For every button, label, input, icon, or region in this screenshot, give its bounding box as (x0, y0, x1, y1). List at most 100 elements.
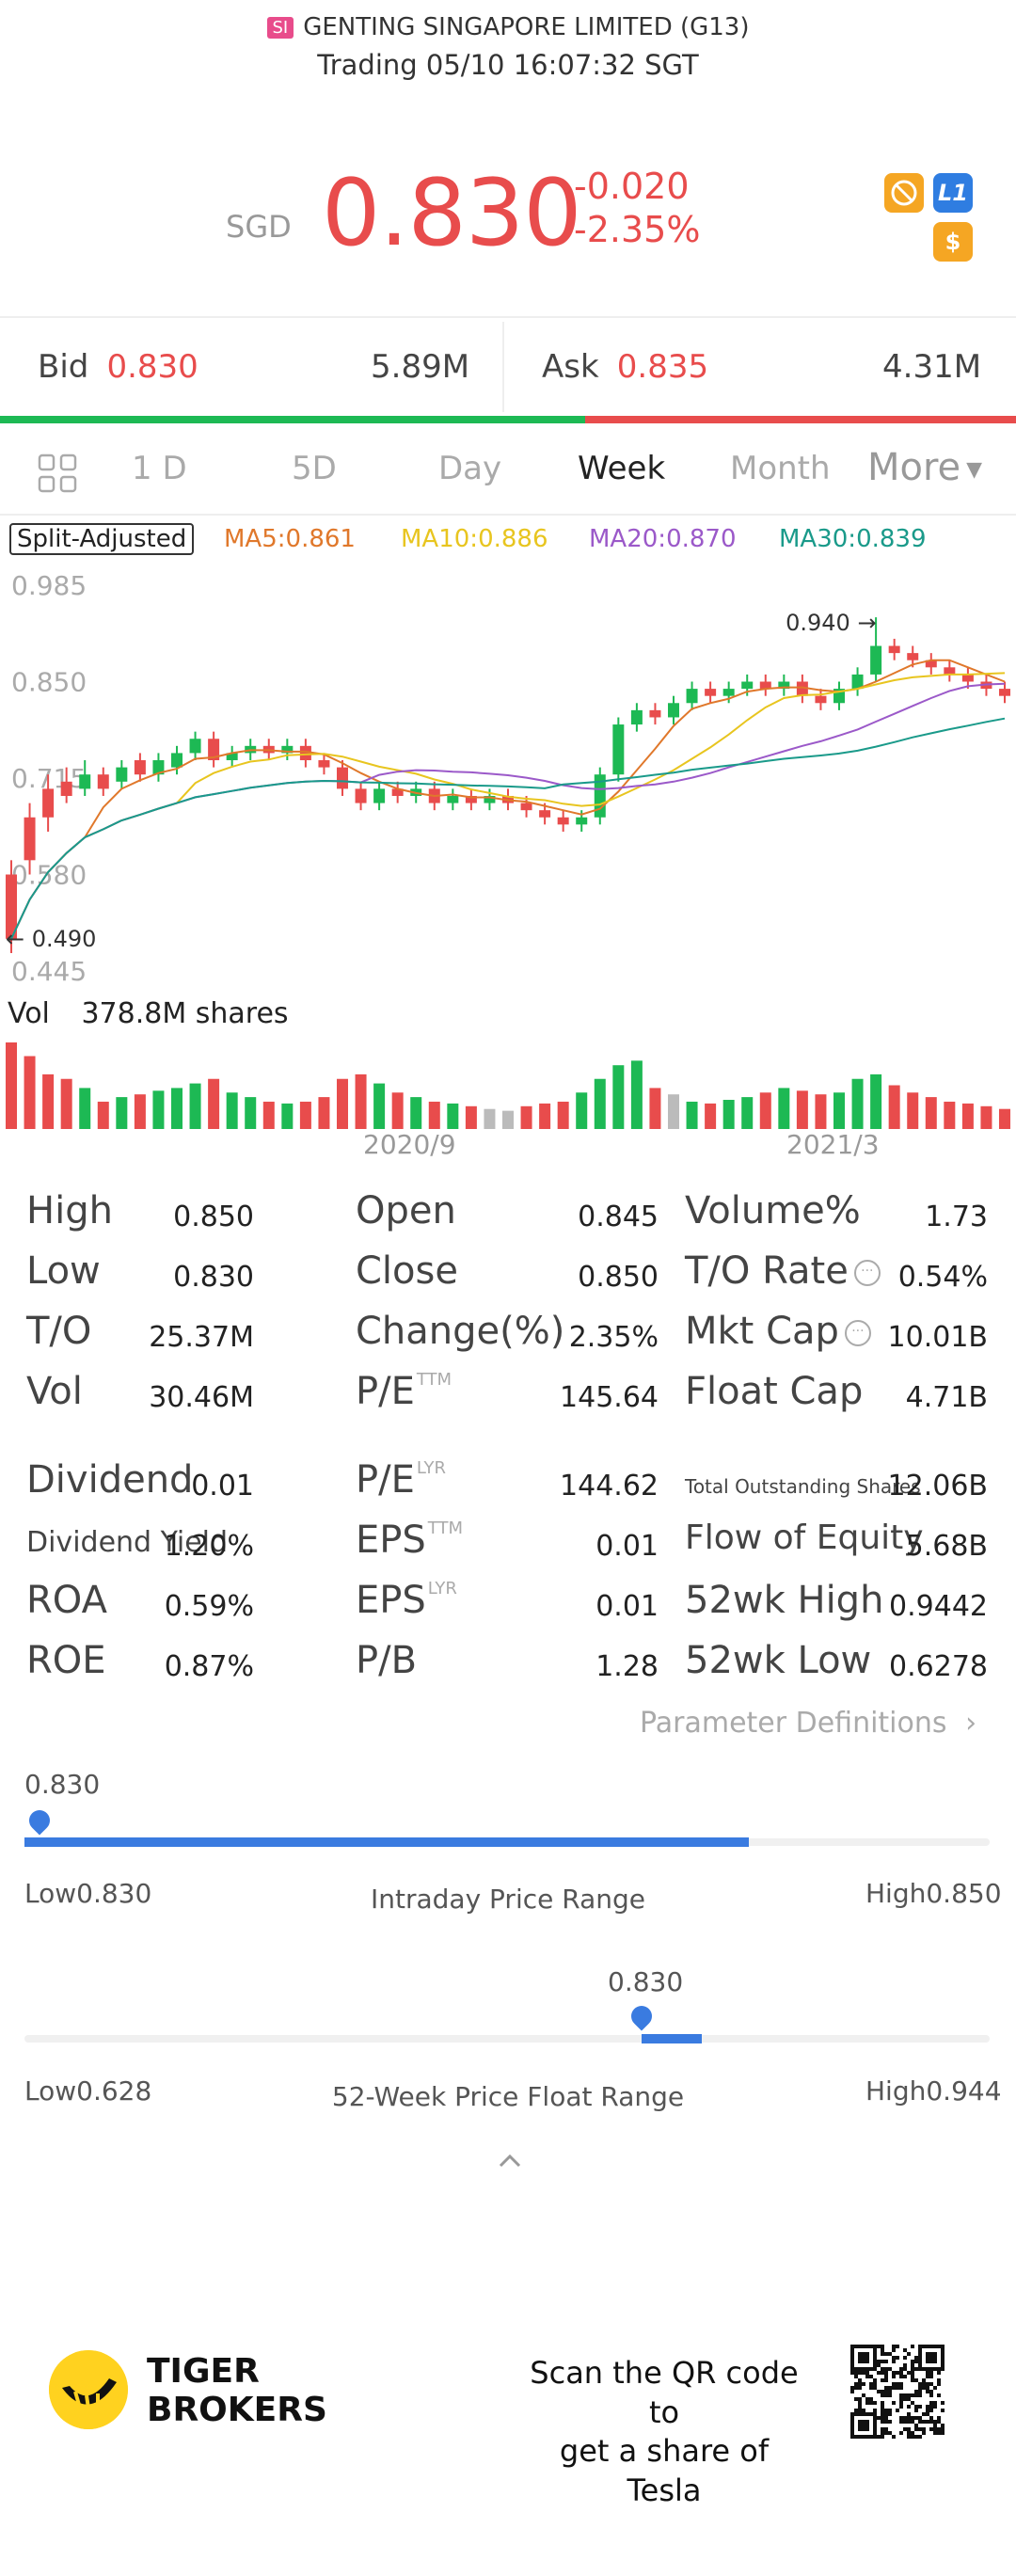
stat-value: 0.830 (173, 1261, 254, 1294)
candle-body (391, 788, 404, 796)
tab-month[interactable]: Month (730, 450, 831, 487)
no-margin-icon[interactable] (884, 173, 924, 213)
scan-line1: Scan the QR code to (530, 2355, 799, 2430)
week52-high-value: 0.944 (926, 2075, 1002, 2107)
collapse-chevron-icon[interactable] (491, 2147, 529, 2175)
stat-label-text: Flow of Equity (685, 1519, 924, 1557)
stat-label-text: Open (356, 1189, 456, 1232)
stat-label: 52wk High (685, 1579, 883, 1622)
stat-value: 144.62 (560, 1470, 659, 1503)
stat-value: 0.59% (164, 1590, 254, 1623)
ma-line-ma30 (10, 717, 1006, 940)
candle-body (961, 674, 974, 682)
stat-label: P/E TTM (356, 1370, 452, 1413)
candle-body (705, 689, 717, 696)
stat-label-text: Dividend (26, 1458, 194, 1502)
candle-body (944, 667, 956, 675)
volume-bar (796, 1090, 808, 1129)
tab-week[interactable]: Week (578, 450, 666, 487)
candle-body (171, 753, 183, 768)
ask-volume: 4.31M (882, 348, 982, 386)
volume-bar (686, 1101, 698, 1129)
tab-1d[interactable]: 1 D (132, 450, 187, 487)
divider (0, 316, 1016, 318)
volume-bar (428, 1101, 440, 1129)
header: SI GENTING SINGAPORE LIMITED (G13) Tradi… (0, 0, 1016, 81)
candle-body (907, 653, 919, 660)
volume-bar (116, 1097, 128, 1129)
ma-line-ma20 (10, 682, 1006, 940)
volume-bar (668, 1094, 679, 1129)
change-percent: -2.35% (574, 208, 701, 250)
high-annotation: 0.940 → (786, 610, 876, 636)
candle-body (668, 703, 679, 718)
stat-value: 0.01 (595, 1590, 659, 1623)
stat-superscript: TTM (416, 1370, 452, 1390)
volume-bar (465, 1105, 477, 1129)
volume-bar (630, 1060, 643, 1129)
candle-body (999, 689, 1010, 696)
volume-bar (961, 1103, 974, 1129)
y-tick-label: 0.580 (11, 860, 87, 891)
stat-label: 52wk Low (685, 1639, 871, 1682)
stat-label: Low (26, 1249, 101, 1293)
volume-chart (6, 1042, 1010, 1129)
stat-label-text: 52wk Low (685, 1639, 872, 1682)
stat-label: Open (356, 1189, 456, 1232)
week52-current-label: 0.830 (608, 1966, 684, 1997)
stat-label-text: Vol (26, 1370, 83, 1413)
bid-strength-bar (0, 416, 585, 423)
scan-line2: get a share of Tesla (559, 2433, 770, 2508)
x-axis-label: 2021/3 (786, 1129, 880, 1160)
stat-label-text: ROA (26, 1579, 107, 1622)
volume-bar (337, 1078, 348, 1129)
dollar-icon[interactable]: $ (933, 222, 973, 262)
volume-bar (594, 1078, 606, 1129)
ask-label: Ask (542, 348, 599, 386)
tab-day[interactable]: Day (438, 450, 502, 487)
stat-value: 12.06B (887, 1470, 988, 1503)
week52-range-fill (642, 2034, 702, 2043)
stat-label-text: 52wk High (685, 1579, 884, 1622)
layout-grid-icon[interactable] (38, 453, 77, 497)
volume-bar (245, 1097, 257, 1129)
stat-value: 0.845 (578, 1201, 659, 1233)
volume-bar (97, 1101, 109, 1129)
stat-label: Volume% (685, 1189, 861, 1232)
volume-bar (281, 1103, 294, 1129)
candle-body (649, 709, 661, 718)
stat-label-text: High (26, 1189, 113, 1232)
volume-bar (925, 1097, 937, 1129)
candle-body (778, 681, 790, 690)
week52-low-value: 0.628 (76, 2075, 152, 2107)
ma30-value: MA30:0.839 (779, 525, 927, 553)
stat-label-text: P/B (356, 1639, 418, 1682)
stat-label: T/O Rate ··· (685, 1249, 881, 1293)
volume-bar (299, 1101, 311, 1129)
stat-label-text: T/O (26, 1310, 92, 1353)
stat-label-text: Volume% (685, 1189, 861, 1232)
parameter-definitions-link[interactable]: Parameter Definitions › (640, 1707, 976, 1740)
info-icon[interactable]: ··· (844, 1320, 871, 1346)
bid-volume: 5.89M (371, 348, 470, 386)
candle-body (686, 689, 698, 704)
level1-icon[interactable]: L1 (933, 173, 973, 213)
stat-superscript: TTM (427, 1519, 464, 1538)
header-title-row: SI GENTING SINGAPORE LIMITED (G13) (0, 13, 1016, 41)
volume-bar (833, 1092, 845, 1129)
volume-bar (134, 1094, 146, 1129)
stat-label: Change(%) (356, 1310, 564, 1353)
split-adjusted-toggle[interactable]: Split-Adjusted (9, 523, 195, 555)
tab-5d[interactable]: 5D (292, 450, 337, 487)
volume-bar (557, 1101, 569, 1129)
stat-value: 4.71B (905, 1381, 988, 1414)
volume-bar (171, 1088, 183, 1129)
week52-high: High0.944 (865, 2075, 1002, 2107)
tab-more[interactable]: More ▼ (867, 446, 982, 489)
volume-bar (24, 1056, 36, 1129)
info-icon[interactable]: ··· (853, 1260, 881, 1286)
volume-bar (539, 1103, 551, 1129)
candle-body (42, 788, 55, 818)
volume-bar (907, 1092, 919, 1129)
